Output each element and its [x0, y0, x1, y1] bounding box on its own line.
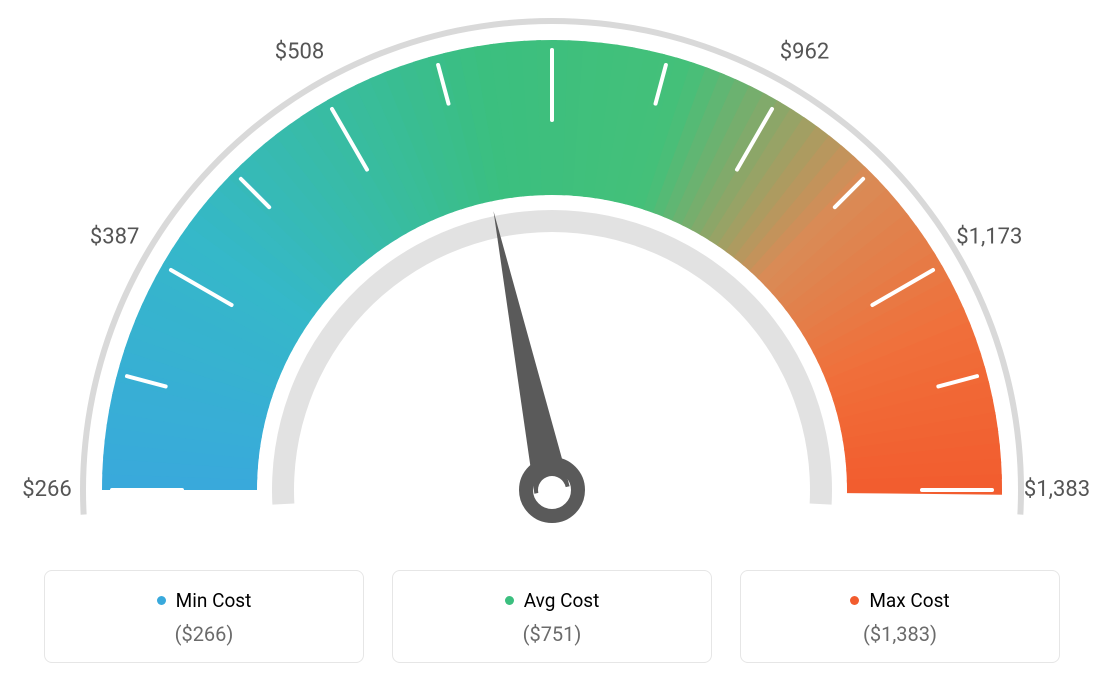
- gauge-scale-label: $962: [780, 39, 829, 64]
- gauge-area: $266$387$508$751$962$1,173$1,383: [0, 0, 1104, 560]
- legend-label-text: Min Cost: [176, 589, 252, 612]
- legend-value-avg: ($751): [403, 622, 701, 646]
- legend-label-avg: Avg Cost: [505, 589, 600, 612]
- legend-label-max: Max Cost: [850, 589, 949, 612]
- gauge-svg: $266$387$508$751$962$1,173$1,383: [0, 0, 1104, 560]
- legend-label-min: Min Cost: [157, 589, 252, 612]
- gauge-scale-label: $387: [90, 224, 139, 249]
- legend-row: Min Cost ($266) Avg Cost ($751) Max Cost…: [0, 570, 1104, 663]
- legend-label-text: Max Cost: [869, 589, 949, 612]
- legend-card-avg: Avg Cost ($751): [392, 570, 712, 663]
- dot-icon: [505, 596, 514, 605]
- legend-card-min: Min Cost ($266): [44, 570, 364, 663]
- dot-icon: [850, 596, 859, 605]
- gauge-scale-label: $1,173: [956, 224, 1022, 249]
- legend-label-text: Avg Cost: [524, 589, 600, 612]
- gauge-scale-label: $266: [22, 477, 71, 502]
- dot-icon: [157, 596, 166, 605]
- gauge-needle: [494, 211, 578, 516]
- legend-value-min: ($266): [55, 622, 353, 646]
- cost-gauge-container: $266$387$508$751$962$1,173$1,383 Min Cos…: [0, 0, 1104, 690]
- gauge-scale-label: $508: [275, 39, 324, 64]
- legend-card-max: Max Cost ($1,383): [740, 570, 1060, 663]
- gauge-scale-label: $1,383: [1024, 477, 1090, 502]
- legend-value-max: ($1,383): [751, 622, 1049, 646]
